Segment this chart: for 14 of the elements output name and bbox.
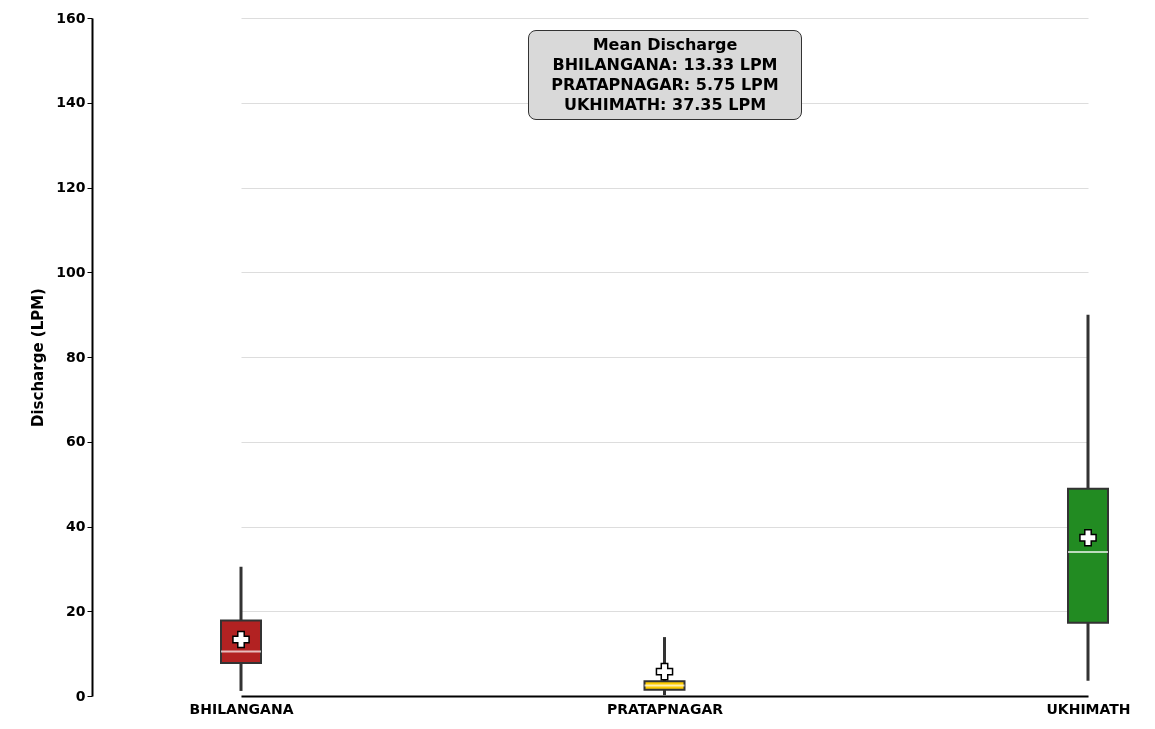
x-tick-label: BHILANGANA (189, 700, 294, 717)
y-tick-label: 100 (56, 263, 86, 280)
y-tick-label: 40 (66, 518, 86, 534)
x-tick-label: UKHIMATH (1046, 700, 1131, 717)
y-tick-label: 60 (66, 433, 86, 450)
y-axis-title: Discharge (LPM) (29, 288, 48, 427)
y-tick-label: 160 (56, 9, 86, 26)
y-tick-label: 140 (56, 94, 86, 111)
y-tick-label: 80 (66, 348, 86, 365)
annotation: Mean Discharge BHILANGANA: 13.33 LPM PRATAPNAGAR: 5.75 LPM UKHIMATH: 37.35 LPM (528, 30, 802, 120)
y-tick-label: 0 (75, 687, 86, 704)
x-tick-label: PRATAPNAGAR (606, 700, 724, 717)
y-tick-label: 20 (66, 602, 86, 619)
y-tick-label: 120 (56, 179, 86, 195)
